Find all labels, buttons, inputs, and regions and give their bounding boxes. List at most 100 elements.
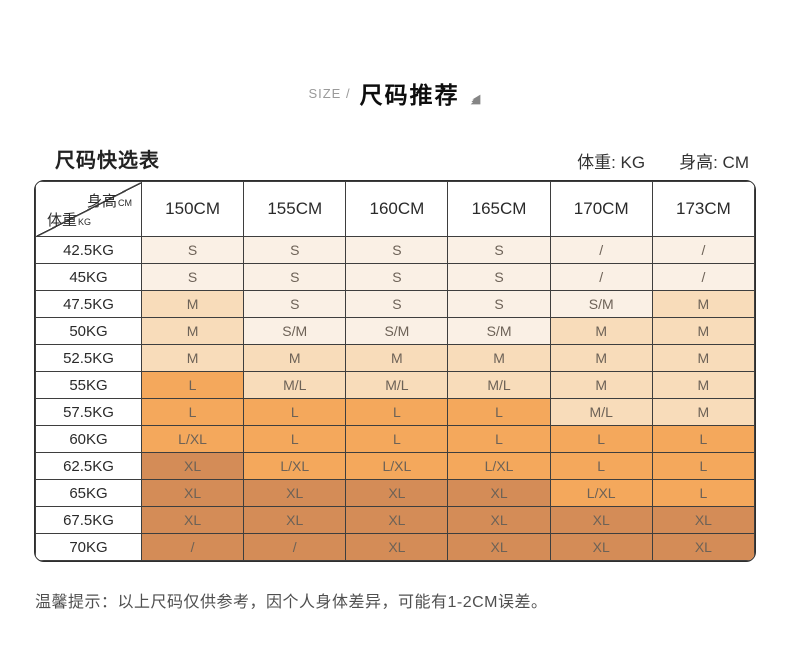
table-row: 42.5KG S S S S / / [35,236,755,264]
size-cell: XL [447,506,551,534]
size-cell: S [243,236,347,264]
size-cell: L [140,398,245,426]
weight-label: 45KG [35,263,142,291]
weight-label: 55KG [35,371,142,399]
size-cell: M/L [447,371,551,399]
column-header: 170CM [549,181,653,237]
size-cell: / [549,236,653,264]
size-cell: / [243,533,347,561]
table-row: 65KG XL XL XL XL L/XL L [35,479,755,507]
size-cell: M [447,344,551,372]
size-cell: XL [447,533,551,561]
height-unit-label: 身高: CM [679,153,749,172]
size-cell: XL [549,533,653,561]
size-cell: XL [549,506,653,534]
table-row: 47.5KG M S S S S/M M [35,290,755,318]
weight-unit-label: 体重: KG [577,153,646,172]
size-cell: M [140,344,245,372]
column-header: 160CM [345,181,449,237]
size-cell: / [549,263,653,291]
size-cell: L [345,398,449,426]
size-cell: S [243,263,347,291]
size-cell: / [651,263,755,291]
size-cell: L/XL [549,479,653,507]
size-cell: XL [447,479,551,507]
size-cell: XL [140,452,245,480]
weight-label: 47.5KG [35,290,142,318]
page-title: 尺码推荐 [359,82,460,108]
size-cell: XL [345,479,449,507]
table-row: 52.5KG M M M M M M [35,344,755,372]
column-header: 150CM [140,181,245,237]
table-row: 45KG S S S S / / [35,263,755,291]
size-cell: L [243,425,347,453]
height-axis-label: 身高CM [86,193,132,210]
column-header: 165CM [447,181,551,237]
size-cell: S [140,236,245,264]
size-cell: XL [651,506,755,534]
size-cell: XL [140,479,245,507]
table-header-bar: 尺码快选表 体重: KG 身高: CM [35,144,755,173]
size-cell: L [549,452,653,480]
size-cell: M [651,398,755,426]
size-cell: S [345,290,449,318]
size-table: 身高CM 体重KG 150CM 155CM 160CM 165CM 170CM 173CM… [34,180,756,562]
size-cell: L/XL [243,452,347,480]
size-cell: M [549,371,653,399]
table-body: 42.5KG S S S S //45KG S S S S //47.5KG M S S S S/M M 50KG… [35,236,755,561]
size-cell: S [140,263,245,291]
size-cell: L [651,425,755,453]
size-cell: S/M [549,290,653,318]
size-cell: M [140,317,245,345]
weight-label: 65KG [35,479,142,507]
size-cell: XL [345,533,449,561]
size-cell: M [549,344,653,372]
size-cell: S/M [447,317,551,345]
size-cell: M/L [549,398,653,426]
size-cell: M [651,371,755,399]
page-header: SIZE / 尺码推荐 [0,0,790,110]
size-cell: XL [345,506,449,534]
corner-cell: 身高CM 体重KG [35,181,142,237]
size-cell: XL [140,506,245,534]
table-title: 尺码快选表 [55,150,160,172]
cursor-icon [470,94,480,104]
size-cell: L/XL [345,452,449,480]
weight-label: 50KG [35,317,142,345]
size-cell: S/M [243,317,347,345]
table-row: 55KG L M/L M/L M/L M M [35,371,755,399]
size-cell: XL [651,533,755,561]
table-row: 70KG / / XL XL XL XL [35,533,755,561]
size-cell: S [345,263,449,291]
weight-label: 70KG [35,533,142,561]
table-row: 62.5KG XL L/XL L/XL L/XL L L [35,452,755,480]
size-cell: S [447,236,551,264]
weight-label: 52.5KG [35,344,142,372]
unit-legend: 体重: KG 身高: CM [577,148,749,173]
weight-axis-label: 体重KG [47,212,92,229]
size-cell: L [447,425,551,453]
size-cell: M [651,344,755,372]
size-eyebrow: SIZE / [308,85,351,101]
size-cell: / [651,236,755,264]
size-cell: L/XL [447,452,551,480]
size-cell: S/M [345,317,449,345]
size-cell: S [447,290,551,318]
size-cell: L [243,398,347,426]
weight-label: 62.5KG [35,452,142,480]
size-cell: M/L [243,371,347,399]
size-cell: L [447,398,551,426]
size-cell: L [345,425,449,453]
size-cell: S [345,236,449,264]
size-cell: XL [243,479,347,507]
size-cell: L/XL [140,425,245,453]
size-cell: M/L [345,371,449,399]
note-text: 温馨提示：以上尺码仅供参考，因个人身体差异，可能有1-2CM误差。 [35,594,548,611]
size-cell: L [549,425,653,453]
size-cell: M [140,290,245,318]
size-cell: S [447,263,551,291]
size-cell: M [651,290,755,318]
table-row: 60KG L/XL L L L L L [35,425,755,453]
size-cell: M [243,344,347,372]
